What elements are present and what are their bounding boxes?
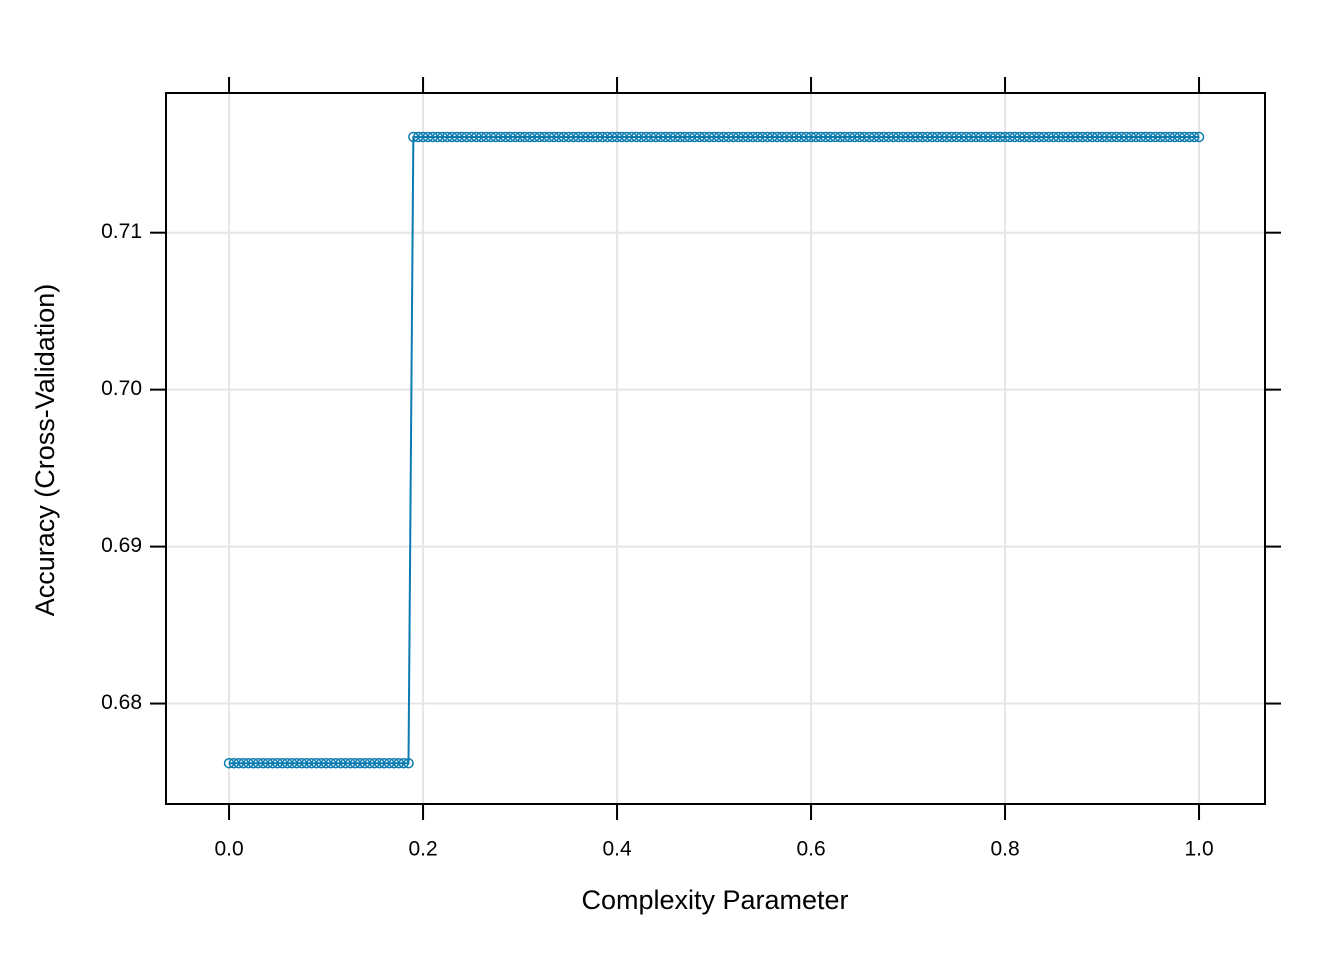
x-tick-label: 1.0 <box>1184 838 1213 861</box>
point <box>403 757 414 769</box>
x-tick-label: 0.2 <box>408 838 437 861</box>
y-axis-title: Accuracy (Cross-Validation) <box>30 284 60 617</box>
x-tick-label: 0.8 <box>990 838 1019 861</box>
point <box>398 757 409 769</box>
y-tick-label: 0.71 <box>101 220 142 243</box>
y-tick-label: 0.68 <box>101 691 142 714</box>
line <box>229 135 1200 765</box>
x-tick-label: 0.0 <box>214 838 243 861</box>
plot-frame <box>165 92 1266 805</box>
x-axis-title: Complexity Parameter <box>581 885 848 915</box>
y-tick-label: 0.69 <box>101 534 142 557</box>
y-tick-label: 0.70 <box>101 377 142 400</box>
point <box>1193 131 1205 143</box>
x-tick-label: 0.4 <box>602 838 632 861</box>
point <box>1188 131 1200 143</box>
x-tick-label: 0.6 <box>796 838 825 861</box>
